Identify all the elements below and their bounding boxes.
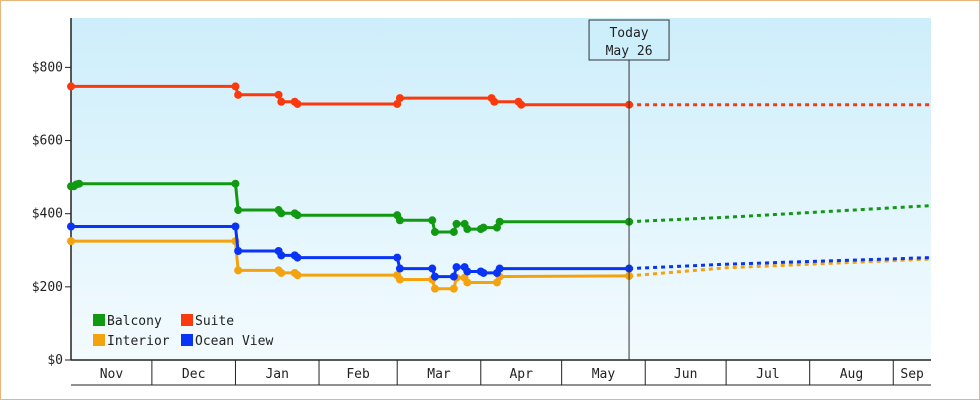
legend-label: Suite: [195, 314, 234, 329]
data-point: [274, 90, 283, 99]
data-point: [234, 90, 243, 99]
data-point: [430, 272, 439, 281]
legend-label: Balcony: [107, 314, 162, 329]
series-line: [71, 84, 630, 107]
legend-swatch: [93, 314, 105, 326]
data-point: [430, 284, 439, 293]
data-point: [463, 225, 472, 234]
data-point: [452, 263, 461, 272]
today-date-label: May 26: [606, 44, 653, 59]
data-point: [479, 223, 488, 232]
y-axis: $0 $200 $400 $600 $800: [32, 18, 72, 368]
data-point: [449, 227, 458, 236]
legend-label: Interior: [107, 334, 170, 349]
y-tick-label: $600: [32, 134, 63, 149]
legend-item-ocean-view: Ocean View: [181, 334, 273, 349]
x-tick-label: May: [592, 367, 616, 382]
series-balcony: [67, 179, 932, 236]
data-point: [231, 82, 240, 91]
data-point: [231, 222, 240, 231]
today-label: Today: [609, 26, 648, 41]
data-point: [234, 266, 243, 275]
x-tick-label: Jul: [756, 367, 779, 382]
data-point: [428, 264, 437, 273]
today-marker: Today May 26: [588, 19, 670, 360]
forecast-line: [629, 204, 932, 224]
series-layer: [67, 82, 932, 293]
x-tick-label: Apr: [509, 367, 533, 382]
forecast-line: [629, 256, 932, 271]
y-tick-label: $800: [32, 60, 63, 75]
data-point: [277, 209, 286, 218]
data-point: [495, 217, 504, 226]
data-point: [449, 284, 458, 293]
data-point: [495, 264, 504, 273]
x-tick-label: Jun: [674, 367, 697, 382]
data-point: [449, 272, 458, 281]
data-point: [395, 264, 404, 273]
legend-item-suite: Suite: [181, 314, 234, 329]
data-point: [67, 222, 75, 231]
data-point: [277, 268, 286, 277]
data-point: [517, 100, 526, 109]
x-tick-label: Mar: [427, 367, 451, 382]
series-line: [71, 239, 630, 291]
x-tick-label: Nov: [100, 367, 124, 382]
legend: Balcony Suite Interior Ocean View: [93, 314, 273, 349]
legend-swatch: [93, 334, 105, 346]
data-point: [293, 271, 302, 280]
x-axis: Nov Dec Jan Feb Mar Apr May Jun Jul Aug Sep: [71, 359, 931, 386]
plot-area: [71, 18, 931, 360]
data-point: [395, 94, 404, 103]
data-point: [67, 237, 75, 246]
legend-item-balcony: Balcony: [93, 314, 162, 329]
data-point: [479, 268, 488, 277]
series-interior: [67, 237, 932, 293]
y-tick-label: $200: [32, 280, 63, 295]
y-tick-label: $400: [32, 207, 63, 222]
data-point: [490, 97, 499, 106]
data-point: [463, 278, 472, 287]
x-tick-label: Feb: [346, 367, 370, 382]
data-point: [393, 253, 402, 262]
x-tick-label: Aug: [840, 367, 863, 382]
data-point: [293, 211, 302, 220]
data-point: [293, 99, 302, 108]
x-tick-label: Sep: [900, 367, 924, 382]
data-point: [395, 275, 404, 284]
legend-item-interior: Interior: [93, 334, 170, 349]
data-point: [428, 216, 437, 225]
data-point: [452, 219, 461, 228]
data-point: [234, 246, 243, 255]
data-point: [231, 179, 240, 188]
data-point: [293, 253, 302, 262]
x-tick-label: Dec: [182, 367, 205, 382]
data-point: [75, 179, 84, 188]
data-point: [277, 97, 286, 106]
series-ocean-view: [67, 222, 932, 281]
data-point: [395, 216, 404, 225]
data-point: [463, 267, 472, 276]
forecast-line: [628, 257, 932, 278]
legend-swatch: [181, 314, 193, 326]
legend-label: Ocean View: [195, 334, 273, 349]
legend-swatch: [181, 334, 193, 346]
data-point: [430, 227, 439, 236]
data-point: [277, 251, 286, 260]
data-point: [234, 206, 243, 215]
y-tick-label: $0: [47, 353, 63, 368]
series-suite: [67, 82, 931, 109]
x-tick-label: Jan: [265, 367, 288, 382]
data-point: [67, 82, 75, 91]
today-box: [588, 19, 670, 61]
